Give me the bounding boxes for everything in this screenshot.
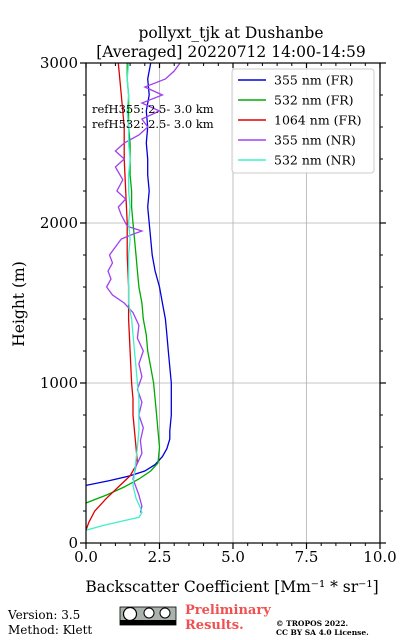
x-tick-label: 7.5 xyxy=(295,548,319,566)
chart-title-line1: pollyxt_tjk at Dushanbe xyxy=(138,24,323,42)
axis-ticks: 0.0 2.5 5.0 7.5 10.0 0 1000 2000 3000 xyxy=(40,54,397,566)
copyright-line1: © TROPOS 2022. xyxy=(276,619,348,628)
copyright-line2: CC BY SA 4.0 License. xyxy=(276,628,369,637)
cc-license-icon xyxy=(119,606,177,626)
legend-entry-label: 532 nm (NR) xyxy=(274,153,356,168)
legend-entry-label: 355 nm (NR) xyxy=(274,133,356,148)
series-line-2 xyxy=(86,63,139,531)
annotation-refh532: refH532: 2.5- 3.0 km xyxy=(92,117,214,131)
y-tick-label: 2000 xyxy=(40,214,78,232)
legend-entry-label: 355 nm (FR) xyxy=(274,73,354,88)
series-line-3 xyxy=(105,63,181,513)
method-text: Method: Klett xyxy=(8,623,92,637)
series-lines xyxy=(86,63,181,531)
y-tick-label: 3000 xyxy=(40,54,78,72)
y-tick-label: 1000 xyxy=(40,374,78,392)
legend-entry-label: 532 nm (FR) xyxy=(274,93,354,108)
series-line-1 xyxy=(86,63,161,504)
version-text: Version: 3.5 xyxy=(7,608,80,622)
x-tick-label: 0.0 xyxy=(74,548,98,566)
legend-entry-label: 1064 nm (FR) xyxy=(274,113,362,128)
x-axis-label-text: Backscatter Coefficient [Mm⁻¹ * sr⁻¹] xyxy=(85,578,378,596)
annotation-refh355: refH355: 2.5- 3.0 km xyxy=(92,102,214,116)
preliminary-text-line1: Preliminary xyxy=(185,603,271,618)
y-tick-label: 0 xyxy=(68,534,78,552)
series-line-0 xyxy=(86,63,172,487)
x-axis-label: Backscatter Coefficient [Mm⁻¹ * sr⁻¹] xyxy=(85,578,378,596)
y-axis-label: Height (m) xyxy=(10,261,28,347)
legend: 355 nm (FR) 532 nm (FR) 1064 nm (FR) 355 nm… xyxy=(231,68,375,174)
chart-title-line2: [Averaged] 20220712 14:00-14:59 xyxy=(96,43,366,61)
x-tick-label: 2.5 xyxy=(148,548,172,566)
x-tick-label: 10.0 xyxy=(363,548,396,566)
preliminary-text-line2: Results. xyxy=(185,618,244,633)
series-line-4 xyxy=(86,63,143,531)
legend-box xyxy=(231,68,375,174)
x-tick-label: 5.0 xyxy=(221,548,245,566)
